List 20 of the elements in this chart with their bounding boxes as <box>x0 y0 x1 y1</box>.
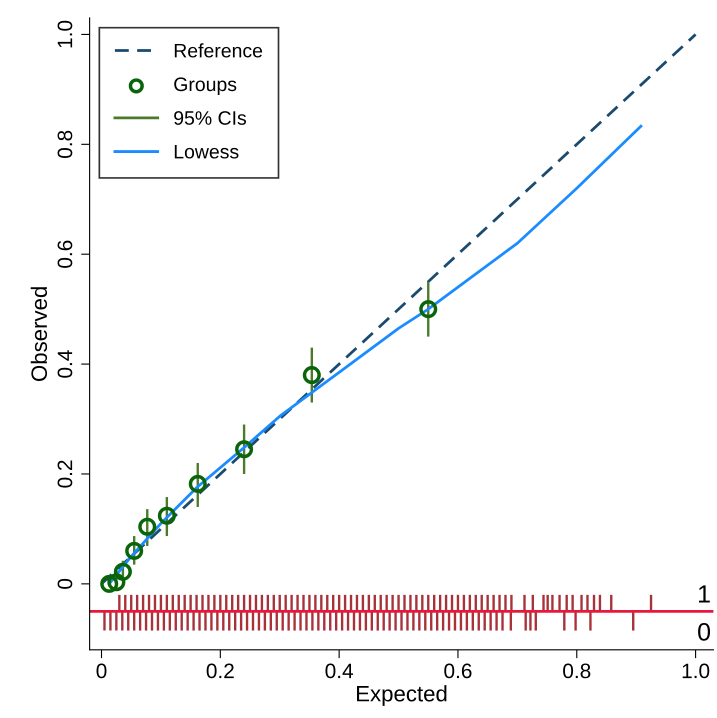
y-tick-label: 1.0 <box>58 20 72 48</box>
x-tick-label: 0.8 <box>563 664 590 678</box>
legend-label: Reference <box>174 43 262 58</box>
x-tick-label: 0 <box>96 664 106 678</box>
x-tick-label: 1.0 <box>682 664 710 678</box>
y-tick-label: 0.4 <box>58 350 72 378</box>
y-tick-label: 0.6 <box>58 240 72 268</box>
x-axis-title: Expected <box>357 685 446 706</box>
y-tick-label: 0.2 <box>58 460 72 488</box>
y-tick-label: 0 <box>58 578 72 589</box>
y-tick-label: 0.8 <box>58 130 72 158</box>
x-tick-label: 0.4 <box>325 664 354 678</box>
legend-label: 95% CIs <box>174 111 246 125</box>
y-axis-title: Observed <box>30 287 48 381</box>
legend-label: Groups <box>174 77 236 96</box>
x-tick-label: 0.2 <box>206 664 234 678</box>
annotation: 1 <box>699 585 710 603</box>
x-tick-label: 0.6 <box>444 664 472 678</box>
annotation: 0 <box>698 623 710 641</box>
legend-label: Lowess <box>174 144 238 159</box>
